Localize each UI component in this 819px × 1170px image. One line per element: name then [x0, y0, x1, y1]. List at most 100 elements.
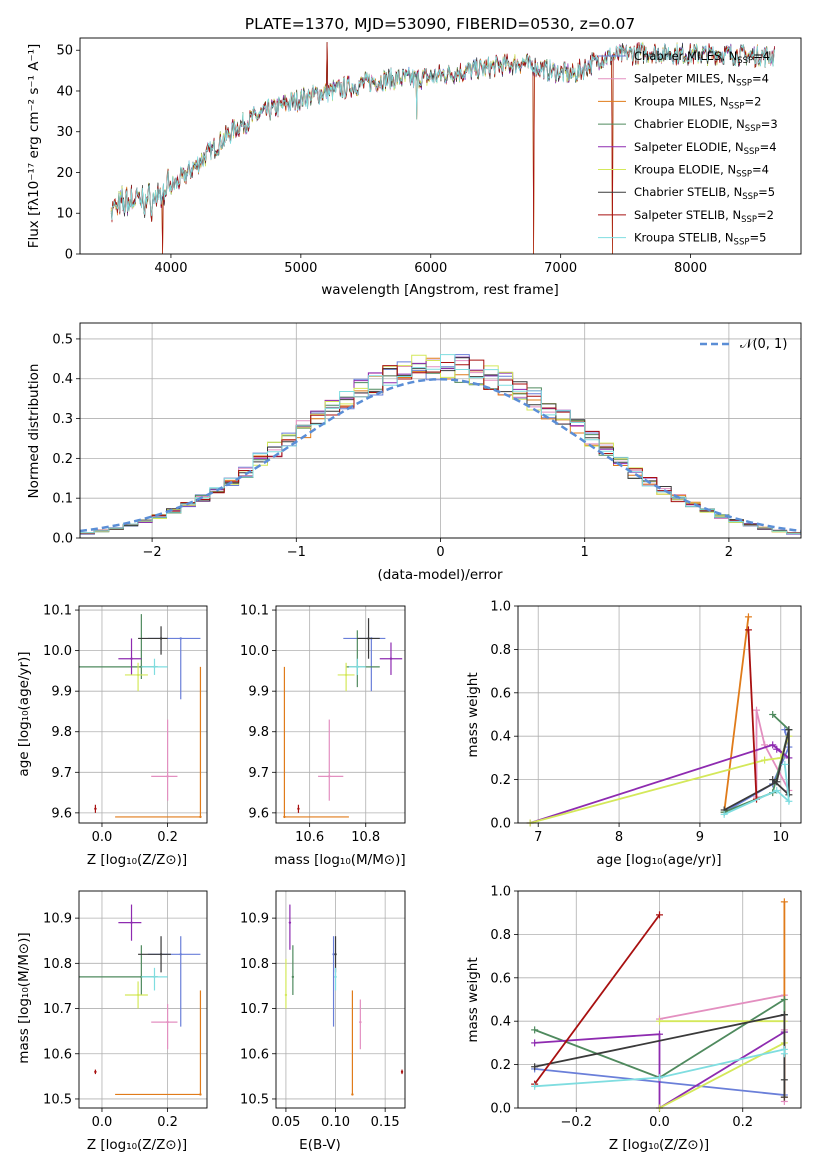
y-tick-label: 0.4 — [52, 372, 73, 387]
normal-legend-label: 𝒩(0, 1) — [740, 337, 787, 352]
data-point — [400, 1070, 404, 1074]
data-point — [166, 775, 169, 778]
weight-vs-Z-panel: −0.2 0.0 0.2 0.0 0.2 0.4 0.6 0.8 1.0 — [490, 885, 802, 1130]
x-tick-label: 7000 — [544, 261, 577, 276]
age-vs-Z-ylabel: age [log₁₀(age/yr)] — [16, 651, 32, 776]
y-tick-label: 1.0 — [490, 885, 511, 900]
x-tick-label: 0.15 — [371, 1115, 400, 1130]
legend-label: Kroupa MILES, NSSP=2 — [634, 94, 761, 111]
x-tick-label: 0.0 — [92, 830, 113, 845]
y-tick-label: 10.0 — [43, 644, 72, 659]
y-tick-label: 10.7 — [240, 1002, 269, 1017]
data-point — [159, 953, 163, 956]
x-tick-label: 0 — [436, 545, 444, 560]
data-point — [288, 921, 292, 924]
spectrum-series-8 — [110, 42, 775, 221]
y-tick-label: 10 — [56, 207, 73, 222]
plot-frame — [79, 322, 802, 539]
plot-frame — [517, 605, 802, 824]
x-tick-label: 0.0 — [649, 1115, 670, 1130]
x-tick-label: −0.2 — [560, 1115, 592, 1130]
legend-label: Kroupa STELIB, NSSP=5 — [634, 231, 766, 248]
y-tick-label: 20 — [56, 166, 73, 181]
y-tick-label: 0 — [65, 248, 73, 263]
data-point — [356, 665, 359, 669]
data-point — [130, 657, 133, 660]
y-tick-label: 10.7 — [43, 1002, 72, 1017]
x-tick-label: 0.05 — [271, 1115, 300, 1130]
y-tick-label: 1.0 — [490, 600, 511, 615]
data-point — [130, 921, 133, 924]
data-point — [136, 993, 140, 997]
data-point — [199, 1093, 202, 1096]
data-point — [284, 993, 288, 997]
y-tick-label: 0.8 — [490, 928, 511, 943]
plot-frame — [517, 890, 802, 1109]
data-point — [166, 1020, 169, 1024]
y-tick-label: 10.6 — [43, 1047, 72, 1062]
y-tick-label: 0.4 — [490, 1015, 511, 1030]
x-tick-label: −2 — [143, 545, 162, 560]
x-tick-label: 0.2 — [157, 830, 178, 845]
x-tick-label: 7 — [534, 830, 542, 845]
data-point — [199, 815, 202, 819]
x-tick-label: 6000 — [414, 261, 447, 276]
data-point — [328, 775, 331, 778]
y-tick-label: 0.0 — [52, 532, 73, 547]
legend-label: Salpeter STELIB, NSSP=2 — [634, 208, 774, 225]
age-vs-mass-panel: 10.6 10.8 9.6 9.7 9.8 9.9 10.0 10.1 — [240, 604, 406, 845]
data-point — [153, 975, 156, 979]
x-tick-label: −1 — [287, 545, 306, 560]
data-point — [334, 975, 337, 979]
age-vs-mass-xlabel: mass [log₁₀(M/M⊙)] — [274, 852, 405, 868]
weight-series-1 — [755, 709, 790, 797]
y-tick-label: 9.6 — [51, 806, 72, 821]
weight-vs-age-xlabel: age [log₁₀(age/yr)] — [596, 852, 721, 868]
data-point — [179, 953, 182, 956]
data-point — [179, 637, 182, 640]
plot-frame — [275, 605, 406, 824]
legend-label: Salpeter MILES, NSSP=4 — [634, 72, 769, 89]
data-point — [94, 1070, 97, 1074]
data-point — [351, 1093, 354, 1096]
y-tick-label: 10.1 — [43, 604, 72, 619]
y-tick-label: 0.6 — [490, 971, 511, 986]
data-point — [136, 673, 140, 677]
plot-frame — [78, 605, 208, 824]
x-tick-label: 9 — [696, 830, 704, 845]
plot-frame — [78, 890, 208, 1109]
spectrum-legend: Chabrier MILES, NSSP=4 Salpeter MILES, NS… — [598, 49, 778, 248]
data-point — [283, 815, 286, 819]
x-tick-label: 8 — [615, 830, 623, 845]
x-tick-label: 4000 — [154, 261, 187, 276]
x-tick-label: 0.2 — [732, 1115, 753, 1130]
y-tick-label: 9.9 — [51, 685, 72, 700]
y-tick-label: 0.2 — [490, 773, 511, 788]
y-tick-label: 10.8 — [43, 957, 72, 972]
x-tick-label: 0.10 — [321, 1115, 350, 1130]
legend-label: Chabrier ELODIE, NSSP=3 — [634, 117, 778, 134]
x-tick-label: 10 — [773, 830, 790, 845]
x-tick-label: 1 — [581, 545, 589, 560]
mass-vs-Z-ylabel: mass [log₁₀(M/M⊙)] — [16, 932, 32, 1063]
x-tick-label: 0.0 — [92, 1115, 113, 1130]
legend-label: Chabrier MILES, NSSP=4 — [634, 49, 770, 66]
x-tick-label: 10.8 — [351, 830, 380, 845]
y-tick-label: 0.2 — [52, 452, 73, 467]
y-tick-label: 10.9 — [43, 912, 72, 927]
plot-frame — [79, 37, 802, 255]
data-point — [389, 657, 393, 660]
y-tick-label: 30 — [56, 125, 73, 140]
x-tick-label: 5000 — [284, 261, 317, 276]
mass-vs-ebv-panel: 0.05 0.10 0.15 10.5 10.6 10.7 10.8 10.9 — [240, 890, 406, 1130]
y-tick-label: 0.0 — [490, 1102, 511, 1117]
weight-vs-age-ylabel: mass weight — [465, 672, 481, 757]
weight-series-2 — [723, 616, 750, 813]
weight-series-8 — [723, 764, 791, 816]
y-tick-label: 10.0 — [240, 644, 269, 659]
normal-pdf-curve — [80, 377, 801, 533]
age-vs-Z-panel: 0.0 0.2 9.6 9.7 9.8 9.9 10.0 10.1 — [43, 604, 208, 845]
data-point — [344, 673, 348, 677]
data-point — [334, 953, 337, 956]
